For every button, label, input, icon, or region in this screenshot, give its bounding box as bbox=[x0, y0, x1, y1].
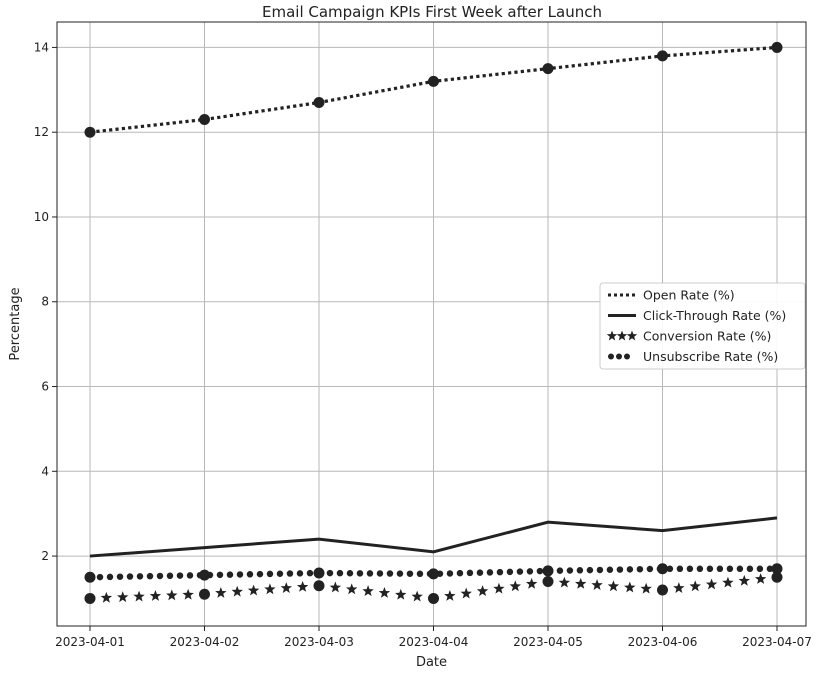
legend-label: Conversion Rate (%) bbox=[643, 329, 771, 344]
series-line-star bbox=[395, 588, 407, 600]
y-tick-label: 2 bbox=[41, 549, 49, 563]
data-point bbox=[428, 592, 439, 604]
data-point bbox=[542, 63, 554, 75]
x-tick-label: 2023-04-07 bbox=[742, 635, 812, 649]
series-line bbox=[89, 516, 778, 558]
data-point bbox=[657, 584, 668, 596]
data-point bbox=[313, 580, 325, 592]
data-point bbox=[199, 569, 210, 581]
legend: Open Rate (%) Click-Through Rate (%) Conve… bbox=[599, 282, 806, 370]
series-line-star bbox=[329, 581, 342, 593]
data-point bbox=[199, 113, 210, 125]
data-point bbox=[542, 575, 554, 587]
x-tick-label: 2023-04-04 bbox=[399, 635, 469, 649]
series-line-star bbox=[346, 583, 358, 595]
series-line-star bbox=[231, 585, 243, 597]
y-tick-label: 12 bbox=[34, 125, 49, 139]
data-point bbox=[428, 568, 439, 580]
data-point bbox=[84, 126, 96, 138]
series-line-star bbox=[264, 583, 276, 595]
series-line-star bbox=[673, 582, 685, 594]
series-line-star bbox=[296, 580, 309, 592]
series-line-star bbox=[149, 590, 162, 601]
data-point bbox=[657, 563, 668, 575]
series-line-star bbox=[591, 579, 603, 590]
series-line-star bbox=[476, 585, 489, 597]
series-unsubscribe-rate bbox=[84, 563, 783, 583]
series-line-star bbox=[705, 578, 718, 590]
series-line-star bbox=[362, 585, 374, 597]
data-point bbox=[657, 50, 668, 62]
series-line-star bbox=[182, 588, 194, 600]
series-line-star bbox=[411, 590, 423, 602]
series-line-star bbox=[558, 576, 571, 588]
y-tick-label: 4 bbox=[41, 464, 49, 478]
x-tick-label: 2023-04-05 bbox=[513, 635, 583, 649]
series-line-star bbox=[117, 591, 129, 603]
data-point bbox=[313, 567, 325, 579]
x-tick-label: 2023-04-02 bbox=[170, 635, 240, 649]
series-line-star bbox=[640, 582, 652, 594]
series-line-star bbox=[444, 590, 456, 601]
series-line-star bbox=[575, 577, 587, 589]
series-line-star bbox=[525, 577, 538, 589]
axis-ticks: 2023-04-01 2023-04-02 2023-04-03 2023-04-04… bbox=[34, 40, 812, 649]
x-tick-label: 2023-04-06 bbox=[628, 635, 698, 649]
legend-label: Click-Through Rate (%) bbox=[643, 308, 786, 323]
series-line-star bbox=[607, 580, 620, 592]
series-line-star bbox=[133, 590, 145, 602]
data-point bbox=[84, 571, 96, 583]
series-layer bbox=[84, 41, 783, 604]
series-line-star bbox=[754, 573, 767, 584]
legend-swatch bbox=[616, 330, 628, 341]
series-line-star bbox=[247, 584, 260, 596]
series-open-rate bbox=[84, 41, 783, 138]
series-line-star bbox=[215, 587, 227, 598]
legend-label: Open Rate (%) bbox=[643, 288, 735, 303]
chart-title: Email Campaign KPIs First Week after Lau… bbox=[262, 3, 602, 21]
data-point bbox=[771, 563, 783, 575]
series-line-star bbox=[722, 576, 734, 588]
x-tick-label: 2023-04-01 bbox=[55, 635, 125, 649]
series-line-star bbox=[509, 580, 521, 592]
data-point bbox=[84, 592, 96, 604]
y-axis-title: Percentage bbox=[8, 287, 23, 360]
legend-label: Unsubscribe Rate (%) bbox=[643, 349, 778, 364]
y-tick-label: 14 bbox=[34, 40, 49, 54]
series-line-star bbox=[100, 591, 113, 603]
series-line-star bbox=[738, 574, 750, 586]
y-tick-label: 10 bbox=[34, 210, 49, 224]
x-tick-label: 2023-04-03 bbox=[284, 635, 354, 649]
series-line-star bbox=[460, 587, 472, 599]
series-line-star bbox=[493, 582, 505, 594]
x-axis-title: Date bbox=[416, 655, 447, 670]
legend-swatch bbox=[606, 330, 618, 341]
data-point bbox=[199, 588, 210, 600]
data-point bbox=[771, 41, 783, 53]
series-conversion-rate bbox=[84, 571, 783, 604]
data-point bbox=[313, 97, 325, 109]
series-click-through-rate bbox=[89, 516, 778, 558]
y-tick-label: 8 bbox=[41, 295, 49, 309]
legend-box bbox=[599, 282, 806, 370]
series-line-star bbox=[624, 581, 636, 593]
data-point bbox=[771, 571, 783, 583]
series-line-star bbox=[378, 587, 391, 598]
series-line-star bbox=[166, 589, 178, 601]
legend-swatch bbox=[626, 330, 638, 341]
series-line-star bbox=[689, 580, 701, 592]
data-point bbox=[428, 75, 439, 87]
series-line-star bbox=[280, 582, 292, 594]
data-point bbox=[542, 565, 554, 577]
y-tick-label: 6 bbox=[41, 380, 49, 394]
plot-area bbox=[56, 21, 807, 627]
